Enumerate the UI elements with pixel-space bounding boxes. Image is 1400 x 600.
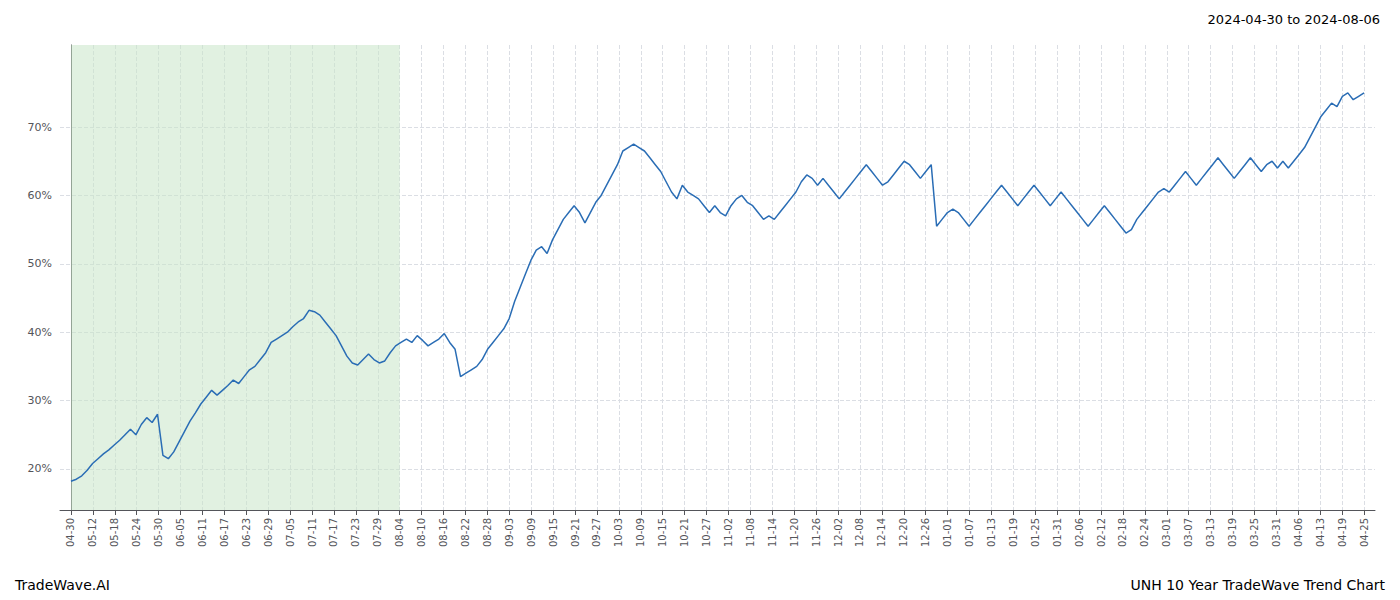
svg-text:09-09: 09-09 [526, 518, 537, 547]
svg-text:06-11: 06-11 [197, 518, 208, 547]
svg-text:07-05: 07-05 [285, 518, 296, 547]
svg-text:07-29: 07-29 [372, 518, 383, 547]
svg-text:10-27: 10-27 [701, 518, 712, 547]
svg-text:UNH 10 Year TradeWave Trend Ch: UNH 10 Year TradeWave Trend Chart [1131, 577, 1386, 593]
svg-text:09-15: 09-15 [548, 518, 559, 547]
svg-text:04-19: 04-19 [1337, 518, 1348, 547]
svg-text:03-01: 03-01 [1161, 518, 1172, 547]
svg-text:03-25: 03-25 [1249, 518, 1260, 547]
svg-text:03-13: 03-13 [1205, 518, 1216, 547]
svg-text:08-28: 08-28 [482, 518, 493, 547]
svg-text:2024-04-30 to 2024-08-06: 2024-04-30 to 2024-08-06 [1208, 12, 1380, 27]
svg-text:04-06: 04-06 [1293, 518, 1304, 547]
svg-text:02-24: 02-24 [1139, 518, 1150, 547]
svg-text:06-05: 06-05 [175, 518, 186, 547]
svg-text:70%: 70% [28, 121, 52, 134]
svg-text:30%: 30% [28, 394, 52, 407]
svg-text:11-20: 11-20 [789, 518, 800, 547]
svg-text:03-07: 03-07 [1183, 518, 1194, 547]
svg-text:03-19: 03-19 [1227, 518, 1238, 547]
svg-text:60%: 60% [28, 189, 52, 202]
svg-text:12-14: 12-14 [876, 518, 887, 547]
svg-text:05-12: 05-12 [87, 518, 98, 547]
svg-text:04-30: 04-30 [65, 518, 76, 547]
svg-text:09-27: 09-27 [591, 518, 602, 547]
svg-text:12-26: 12-26 [920, 518, 931, 547]
svg-text:01-31: 01-31 [1052, 518, 1063, 547]
svg-text:20%: 20% [28, 462, 52, 475]
svg-text:05-30: 05-30 [153, 518, 164, 547]
svg-text:01-19: 01-19 [1008, 518, 1019, 547]
svg-text:08-04: 08-04 [394, 518, 405, 547]
svg-text:06-17: 06-17 [219, 518, 230, 547]
svg-text:02-12: 02-12 [1096, 518, 1107, 547]
svg-text:07-17: 07-17 [328, 518, 339, 547]
svg-text:04-25: 04-25 [1359, 518, 1370, 547]
svg-text:10-09: 10-09 [635, 518, 646, 547]
svg-text:50%: 50% [28, 257, 52, 270]
svg-text:07-11: 07-11 [307, 518, 318, 547]
svg-text:11-14: 11-14 [767, 518, 778, 547]
svg-text:11-02: 11-02 [723, 518, 734, 547]
svg-text:TradeWave.AI: TradeWave.AI [14, 577, 110, 593]
svg-text:01-07: 01-07 [964, 518, 975, 547]
svg-text:05-18: 05-18 [109, 518, 120, 547]
svg-text:01-01: 01-01 [942, 518, 953, 547]
svg-text:12-08: 12-08 [854, 518, 865, 547]
svg-text:02-06: 02-06 [1074, 518, 1085, 547]
svg-text:10-21: 10-21 [679, 518, 690, 547]
svg-text:02-18: 02-18 [1117, 518, 1128, 547]
svg-text:08-10: 08-10 [416, 518, 427, 547]
svg-text:09-21: 09-21 [570, 518, 581, 547]
svg-text:03-31: 03-31 [1271, 518, 1282, 547]
svg-text:08-16: 08-16 [438, 518, 449, 547]
svg-text:06-29: 06-29 [263, 518, 274, 547]
svg-text:05-24: 05-24 [131, 518, 142, 547]
svg-text:10-03: 10-03 [613, 518, 624, 547]
svg-text:10-15: 10-15 [657, 518, 668, 547]
svg-text:01-13: 01-13 [986, 518, 997, 547]
svg-text:01-25: 01-25 [1030, 518, 1041, 547]
svg-text:04-13: 04-13 [1315, 518, 1326, 547]
svg-text:09-03: 09-03 [504, 518, 515, 547]
svg-text:40%: 40% [28, 326, 52, 339]
svg-text:11-26: 11-26 [811, 518, 822, 547]
svg-text:06-23: 06-23 [241, 518, 252, 547]
svg-text:07-23: 07-23 [350, 518, 361, 547]
svg-text:11-08: 11-08 [745, 518, 756, 547]
svg-text:12-20: 12-20 [898, 518, 909, 547]
svg-text:12-02: 12-02 [833, 518, 844, 547]
svg-text:08-22: 08-22 [460, 518, 471, 547]
